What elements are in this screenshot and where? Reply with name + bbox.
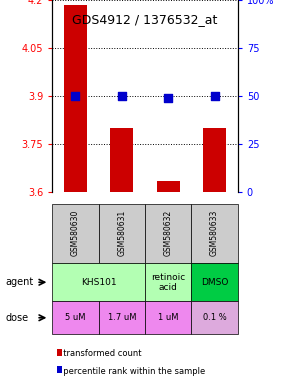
Point [166,95,171,101]
Bar [203,128,226,192]
Text: 1.7 uM: 1.7 uM [108,313,136,322]
Text: 5 uM: 5 uM [65,313,86,322]
Point [119,93,124,99]
Point [212,93,217,99]
Bar [110,128,133,192]
Text: dose: dose [6,313,29,323]
Text: GSM580632: GSM580632 [164,210,173,257]
Text: transformed count: transformed count [58,349,142,358]
Text: retinoic
acid: retinoic acid [151,273,185,292]
Text: DMSO: DMSO [201,278,228,287]
Bar [157,181,180,192]
Point [73,93,78,99]
Text: GSM580633: GSM580633 [210,210,219,257]
Text: 1 uM: 1 uM [158,313,178,322]
Text: GSM580630: GSM580630 [71,210,80,257]
Bar [64,5,87,192]
Text: percentile rank within the sample: percentile rank within the sample [58,367,205,376]
Text: agent: agent [6,277,34,287]
Text: KHS101: KHS101 [81,278,116,287]
Text: 0.1 %: 0.1 % [203,313,226,322]
Text: GSM580631: GSM580631 [117,210,126,257]
Text: GDS4912 / 1376532_at: GDS4912 / 1376532_at [72,13,218,26]
